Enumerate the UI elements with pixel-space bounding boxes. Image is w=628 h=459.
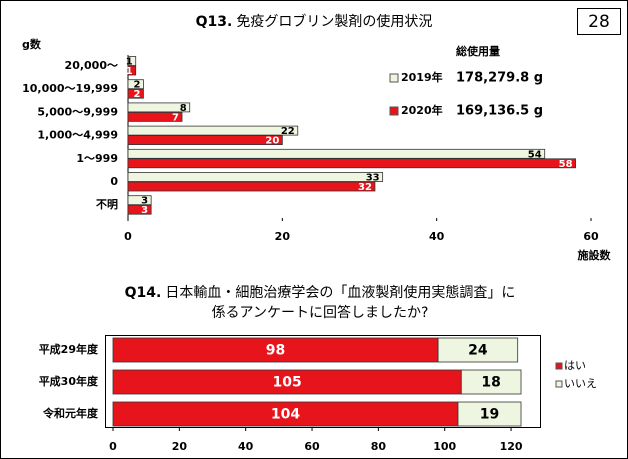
value-label: 19 (480, 407, 499, 423)
y-tick-label: 10,000～19,999 (22, 82, 118, 95)
chart-title: Q13. 免疫グロブリン製剤の使用状況 (196, 13, 433, 30)
value-label: 33 (366, 173, 380, 184)
value-label: 104 (271, 407, 300, 423)
value-label: 2 (133, 89, 140, 100)
bar (127, 172, 384, 182)
bar (127, 79, 144, 90)
value-label: 22 (281, 126, 295, 137)
value-label: 8 (180, 103, 187, 114)
legend-swatch (555, 362, 563, 370)
y-tick-label: 20,000～ (65, 59, 118, 72)
y-tick-label: 令和元年度 (42, 406, 99, 420)
y-tick-label: 5,000～9,999 (37, 105, 118, 118)
y-tick-label: 不明 (96, 198, 118, 211)
x-tick-label: 20 (275, 230, 291, 243)
x-tick-label: 40 (238, 440, 254, 453)
value-label: 24 (468, 343, 488, 359)
value-label: 54 (528, 149, 542, 160)
bar (437, 337, 519, 363)
page-number: 28 (588, 12, 610, 32)
title-text: 免疫グロブリン製剤の使用状況 (236, 13, 432, 30)
title-prefix: Q13. (196, 14, 233, 30)
x-tick-label: 60 (304, 440, 320, 453)
bar (127, 102, 191, 113)
chart-title: Q14. 日本輸血・細胞治療学会の「血液製剤使用実態調査」に (125, 284, 516, 301)
legend-total: 178,279.8 g (456, 71, 543, 86)
bar (457, 401, 522, 427)
value-label: 3 (141, 205, 148, 216)
legend-title: 総使用量 (456, 44, 500, 58)
x-tick-label: 20 (172, 440, 188, 453)
value-label: 105 (273, 375, 302, 391)
legend-swatch (389, 106, 399, 116)
y-tick-label: 1～999 (76, 152, 118, 165)
bar (127, 181, 376, 192)
value-label: 58 (559, 159, 573, 170)
y-tick-label: 平成29年度 (39, 342, 99, 356)
y-tick-label: 1,000～4,999 (37, 129, 118, 142)
value-label: 7 (172, 112, 179, 123)
legend-swatch (555, 380, 563, 388)
value-label: 3 (141, 196, 148, 207)
bar (127, 88, 144, 99)
bar (127, 112, 183, 122)
bar (112, 401, 459, 427)
title-text: 日本輸血・細胞治療学会の「血液製剤使用実態調査」に (165, 284, 515, 301)
legend-name: はい (564, 359, 586, 372)
page-number-box (577, 8, 621, 35)
value-label: 2 (133, 80, 140, 91)
bar (460, 369, 522, 395)
bar (127, 125, 299, 136)
bar (127, 204, 152, 215)
legend-name: 2020年 (401, 103, 443, 117)
x-tick-label: 100 (433, 440, 456, 453)
legend-name: 2019年 (401, 70, 443, 84)
x-tick-label: 80 (371, 440, 387, 453)
bar (127, 65, 137, 76)
legend-swatch (389, 73, 399, 83)
x-axis-label: 施設数 (578, 248, 612, 262)
value-label: 32 (358, 182, 372, 193)
x-tick-label: 0 (109, 440, 117, 453)
x-tick-label: 40 (429, 230, 445, 243)
x-tick-label: 60 (583, 230, 599, 243)
legend-name: いいえ (564, 377, 597, 390)
bar (127, 195, 152, 206)
title-prefix: Q14. (125, 285, 162, 301)
legend-total: 169,136.5 g (456, 104, 543, 119)
x-tick-label: 0 (124, 230, 132, 243)
bar (127, 148, 546, 159)
value-label: 1 (126, 57, 133, 68)
value-label: 18 (481, 375, 500, 391)
y-tick-label: 平成30年度 (39, 374, 99, 388)
bar (127, 56, 137, 66)
title-text: 係るアンケートに回答しましたか? (212, 304, 429, 321)
value-label: 1 (126, 66, 133, 77)
value-label: 98 (266, 343, 285, 359)
plot-frame (105, 335, 541, 428)
chart-title: 係るアンケートに回答しましたか? (212, 304, 429, 321)
y-axis-label: g数 (22, 37, 42, 51)
y-tick-label: 0 (110, 175, 118, 188)
bar (127, 135, 283, 146)
x-tick-label: 120 (500, 440, 523, 453)
value-label: 20 (265, 136, 279, 147)
bar (127, 158, 576, 169)
